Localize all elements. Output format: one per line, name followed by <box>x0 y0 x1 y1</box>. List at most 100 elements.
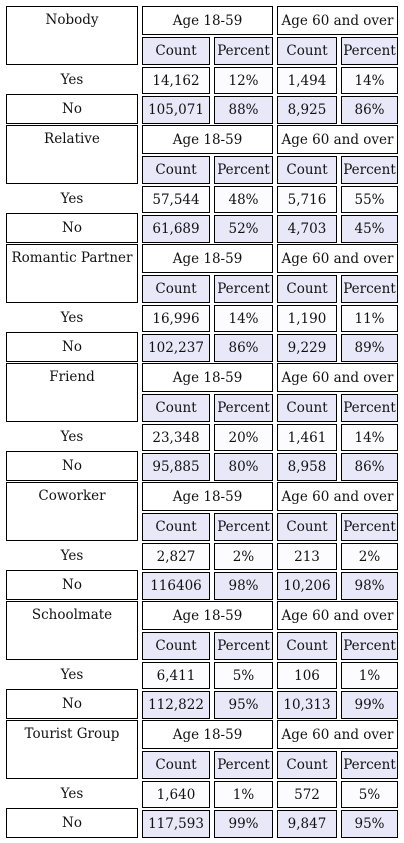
table-cell-no: 117,593 <box>142 810 210 838</box>
table-block: Relative Yes No Age 18-59 Age 60 and over Cou… <box>6 125 398 244</box>
table-cell-no: 88% <box>214 96 273 124</box>
table-cell-no: 99% <box>214 810 273 838</box>
table-cell-yes: 5% <box>214 662 273 689</box>
table-cell-yes: 6,411 <box>142 662 210 689</box>
table-cell-yes: 213 <box>277 543 337 570</box>
sub-header: Percent <box>214 394 273 422</box>
table-cell-yes: 2% <box>214 543 273 570</box>
table-cell-yes: 57,544 <box>142 186 210 213</box>
sub-header: Count <box>142 37 210 65</box>
row-label-no: No <box>6 94 138 124</box>
table-cell-no: 45% <box>341 215 398 243</box>
table-cell-no: 112,822 <box>142 691 210 719</box>
sub-header: Percent <box>214 751 273 779</box>
table-cell-no: 89% <box>341 334 398 362</box>
table-cell-no: 95% <box>341 810 398 838</box>
age-header: Age 18-59 <box>142 244 273 273</box>
row-label-no: No <box>6 332 138 362</box>
sub-header: Count <box>277 751 337 779</box>
table-cell-yes: 5,716 <box>277 186 337 213</box>
table-cell-no: 61,689 <box>142 215 210 243</box>
sub-header: Count <box>142 751 210 779</box>
relationship-age-table: Nobody Yes No Age 18-59 Age 60 and over Count… <box>6 6 398 839</box>
table-block: Coworker Yes No Age 18-59 Age 60 and over Cou… <box>6 482 398 601</box>
table-cell-no: 105,071 <box>142 96 210 124</box>
row-label-no: No <box>6 570 138 600</box>
sub-header: Count <box>142 275 210 303</box>
table-cell-yes: 572 <box>277 781 337 808</box>
age-header: Age 18-59 <box>142 6 273 35</box>
age-header: Age 60 and over <box>277 482 398 511</box>
sub-header: Percent <box>214 275 273 303</box>
sub-header: Percent <box>214 156 273 184</box>
table-cell-no: 95,885 <box>142 453 210 481</box>
table-cell-no: 95% <box>214 691 273 719</box>
table-cell-yes: 14% <box>214 305 273 332</box>
relationship-title: Coworker <box>6 482 138 541</box>
table-cell-yes: 1,190 <box>277 305 337 332</box>
table-cell-no: 52% <box>214 215 273 243</box>
relationship-title: Nobody <box>6 6 138 65</box>
row-label-yes: Yes <box>6 184 138 213</box>
table-cell-yes: 14% <box>341 67 398 94</box>
relationship-title: Schoolmate <box>6 601 138 660</box>
table-cell-no: 4,703 <box>277 215 337 243</box>
sub-header: Percent <box>214 632 273 660</box>
relationship-title: Tourist Group <box>6 720 138 779</box>
row-label-yes: Yes <box>6 660 138 689</box>
age-header: Age 60 and over <box>277 720 398 749</box>
row-label-no: No <box>6 451 138 481</box>
age-header: Age 60 and over <box>277 363 398 392</box>
sub-header: Percent <box>341 156 398 184</box>
table-cell-yes: 20% <box>214 424 273 451</box>
table-cell-no: 86% <box>214 334 273 362</box>
sub-header: Percent <box>214 513 273 541</box>
table-block: Friend Yes No Age 18-59 Age 60 and over Count… <box>6 363 398 482</box>
sub-header: Percent <box>341 513 398 541</box>
sub-header: Count <box>142 156 210 184</box>
table-cell-yes: 12% <box>214 67 273 94</box>
row-label-yes: Yes <box>6 422 138 451</box>
table-cell-yes: 2,827 <box>142 543 210 570</box>
sub-header: Percent <box>341 37 398 65</box>
sub-header: Percent <box>341 394 398 422</box>
age-header: Age 18-59 <box>142 363 273 392</box>
table-cell-yes: 1,494 <box>277 67 337 94</box>
table-cell-yes: 1,461 <box>277 424 337 451</box>
sub-header: Count <box>277 37 337 65</box>
table-cell-yes: 16,996 <box>142 305 210 332</box>
table-cell-no: 9,847 <box>277 810 337 838</box>
table-cell-no: 8,925 <box>277 96 337 124</box>
table-block: Romantic Partner Yes No Age 18-59 Age 60 and… <box>6 244 398 363</box>
table-cell-yes: 5% <box>341 781 398 808</box>
age-header: Age 18-59 <box>142 125 273 154</box>
age-header: Age 60 and over <box>277 244 398 273</box>
table-cell-yes: 55% <box>341 186 398 213</box>
table-cell-no: 9,229 <box>277 334 337 362</box>
age-header: Age 18-59 <box>142 601 273 630</box>
table-cell-no: 86% <box>341 96 398 124</box>
table-cell-yes: 11% <box>341 305 398 332</box>
table-cell-no: 98% <box>341 572 398 600</box>
relationship-title: Romantic Partner <box>6 244 138 303</box>
sub-header: Count <box>142 632 210 660</box>
table-cell-no: 102,237 <box>142 334 210 362</box>
sub-header: Count <box>277 156 337 184</box>
row-label-yes: Yes <box>6 541 138 570</box>
table-cell-yes: 1% <box>214 781 273 808</box>
table-cell-no: 10,313 <box>277 691 337 719</box>
sub-header: Count <box>277 275 337 303</box>
relationship-title: Relative <box>6 125 138 184</box>
table-cell-yes: 48% <box>214 186 273 213</box>
row-label-yes: Yes <box>6 303 138 332</box>
age-header: Age 18-59 <box>142 720 273 749</box>
sub-header: Percent <box>341 751 398 779</box>
table-cell-no: 8,958 <box>277 453 337 481</box>
table-block: Tourist Group Yes No Age 18-59 Age 60 and ov… <box>6 720 398 839</box>
sub-header: Count <box>277 513 337 541</box>
sub-header: Percent <box>214 37 273 65</box>
row-label-no: No <box>6 213 138 243</box>
table-block: Nobody Yes No Age 18-59 Age 60 and over Count… <box>6 6 398 125</box>
sub-header: Count <box>277 394 337 422</box>
sub-header: Count <box>142 513 210 541</box>
